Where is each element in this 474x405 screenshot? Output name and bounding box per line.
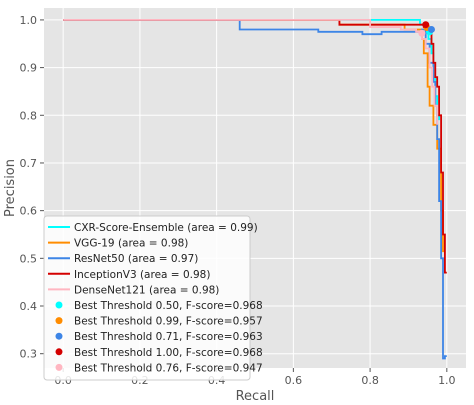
y-tick-label: 0.5 bbox=[20, 252, 38, 265]
y-tick-label: 0.8 bbox=[20, 109, 38, 122]
y-tick-label: 1.0 bbox=[20, 14, 38, 27]
x-tick-label: 1.0 bbox=[438, 374, 456, 387]
y-axis-label: Precision bbox=[3, 159, 18, 217]
x-tick-label: 0.8 bbox=[361, 374, 379, 387]
series-line-2 bbox=[63, 18, 447, 360]
y-tick-label: 0.9 bbox=[20, 62, 38, 75]
legend-swatch-marker bbox=[55, 317, 63, 325]
series-line-4 bbox=[63, 18, 439, 125]
y-tick-label: 0.7 bbox=[20, 157, 38, 170]
best-threshold-point-3 bbox=[422, 21, 430, 29]
legend-entry: VGG-19 (area = 0.98) bbox=[74, 238, 188, 250]
legend-entry: Best Threshold 0.99, F-score=0.957 bbox=[74, 316, 263, 328]
x-axis-label: Recall bbox=[236, 389, 275, 404]
legend-entry: InceptionV3 (area = 0.98) bbox=[74, 269, 210, 281]
y-tick-label: 0.6 bbox=[20, 205, 38, 218]
y-ticks: 0.3 0.4 0.5 0.6 0.7 0.8 0.9 1.0 bbox=[20, 14, 44, 361]
legend-swatch-marker bbox=[55, 363, 63, 371]
legend-swatch-marker bbox=[55, 301, 63, 309]
legend-entry: ResNet50 (area = 0.97) bbox=[74, 253, 198, 265]
legend-entry: Best Threshold 0.76, F-score=0.947 bbox=[74, 362, 263, 374]
series-line-1 bbox=[63, 18, 445, 253]
y-tick-label: 0.4 bbox=[20, 300, 38, 313]
legend-swatch-marker bbox=[55, 348, 63, 356]
legend: CXR-Score-Ensemble (area = 0.99) VGG-19 (… bbox=[43, 215, 263, 381]
legend-entry: Best Threshold 1.00, F-score=0.968 bbox=[74, 347, 263, 359]
best-threshold-point-4 bbox=[418, 29, 426, 37]
legend-swatch-marker bbox=[55, 332, 63, 340]
legend-entry: DenseNet121 (area = 0.98) bbox=[74, 284, 219, 296]
legend-entry: CXR-Score-Ensemble (area = 0.99) bbox=[74, 222, 258, 234]
legend-entry: Best Threshold 0.71, F-score=0.963 bbox=[74, 331, 263, 343]
legend-entry: Best Threshold 0.50, F-score=0.968 bbox=[74, 300, 263, 312]
y-tick-label: 0.3 bbox=[20, 348, 38, 361]
x-tick-label: 0.6 bbox=[285, 374, 303, 387]
best-threshold-markers bbox=[418, 21, 435, 37]
best-threshold-point-2 bbox=[427, 25, 435, 33]
legend-box bbox=[43, 215, 251, 381]
